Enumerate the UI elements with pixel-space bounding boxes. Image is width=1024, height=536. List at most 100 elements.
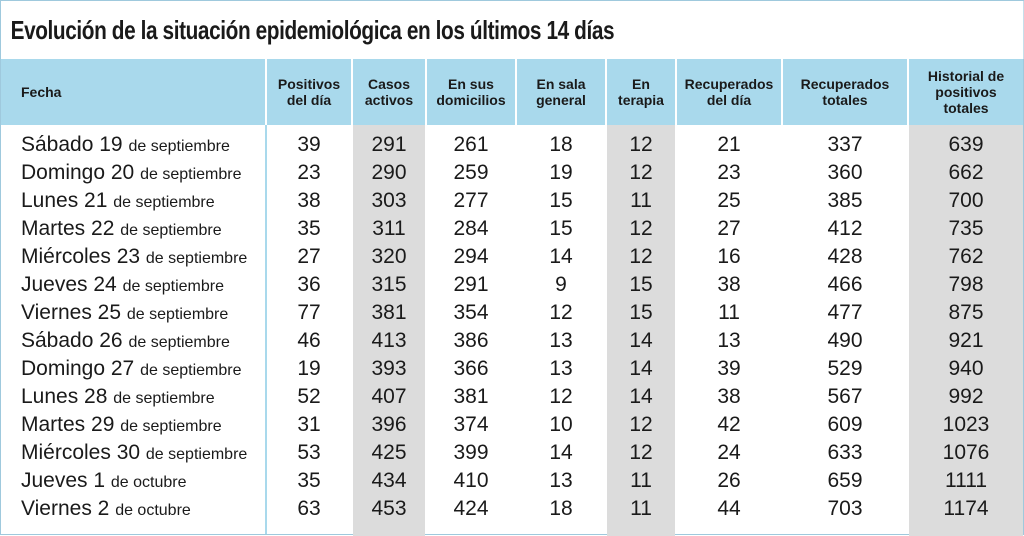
separator <box>907 59 909 125</box>
date-cell: Domingo 20 de septiembre <box>21 159 241 187</box>
date-day: Lunes 21 <box>21 189 108 212</box>
cell-terapia: 12 <box>629 441 653 464</box>
date-month: de octubre <box>115 502 191 519</box>
table-row: Jueves 24 de septiembre 36 315 291 9 15 38 466 7… <box>1 271 1023 299</box>
cell-terapia: 11 <box>630 469 652 492</box>
cell-terapia: 11 <box>630 189 652 212</box>
cell-rec-tot: 428 <box>827 245 863 268</box>
cell-positivos: 52 <box>297 385 321 408</box>
cell-terapia: 14 <box>629 357 653 380</box>
date-cell: Lunes 28 de septiembre <box>21 383 215 411</box>
date-cell: Sábado 19 de septiembre <box>21 131 230 159</box>
date-day: Sábado 19 <box>21 133 123 156</box>
date-day: Viernes 2 <box>21 497 110 520</box>
table-row: Viernes 25 de septiembre 77 381 354 12 15 11 47… <box>1 299 1023 327</box>
cell-positivos: 19 <box>297 357 321 380</box>
cell-terapia: 15 <box>629 301 653 324</box>
cell-domicilios: 410 <box>453 469 489 492</box>
cell-sala: 9 <box>555 273 567 296</box>
cell-positivos: 35 <box>297 469 321 492</box>
date-month: de septiembre <box>113 390 215 407</box>
date-cell: Miércoles 23 de septiembre <box>21 243 247 271</box>
cell-positivos: 77 <box>297 301 321 324</box>
date-day: Lunes 28 <box>21 385 108 408</box>
separator <box>425 59 427 125</box>
separator <box>675 59 677 125</box>
date-month: de septiembre <box>140 362 242 379</box>
date-month: de septiembre <box>120 222 222 239</box>
cell-rec-tot: 360 <box>827 161 863 184</box>
cell-domicilios: 424 <box>453 497 489 520</box>
date-cell: Jueves 1 de octubre <box>21 467 187 495</box>
separator <box>781 59 783 125</box>
date-month: de septiembre <box>120 418 222 435</box>
date-cell: Lunes 21 de septiembre <box>21 187 215 215</box>
date-month: de septiembre <box>145 250 248 267</box>
date-day: Miércoles 23 <box>21 245 141 268</box>
date-day: Martes 29 <box>21 413 115 436</box>
cell-sala: 12 <box>549 385 573 408</box>
header-terapia: En terapia <box>618 76 664 108</box>
cell-rec-tot: 466 <box>827 273 863 296</box>
cell-historial: 875 <box>948 301 984 324</box>
cell-domicilios: 381 <box>453 385 489 408</box>
cell-activos: 320 <box>371 245 407 268</box>
cell-rec-tot: 412 <box>827 217 863 240</box>
cell-activos: 393 <box>371 357 407 380</box>
cell-sala: 18 <box>549 133 573 156</box>
cell-activos: 315 <box>371 273 407 296</box>
cell-terapia: 12 <box>629 133 653 156</box>
cell-activos: 434 <box>371 469 407 492</box>
cell-positivos: 53 <box>297 441 321 464</box>
cell-sala: 13 <box>549 357 573 380</box>
cell-activos: 291 <box>371 133 407 156</box>
cell-activos: 311 <box>372 217 406 240</box>
cell-historial: 940 <box>948 357 984 380</box>
cell-positivos: 46 <box>297 329 321 352</box>
cell-positivos: 63 <box>297 497 321 520</box>
cell-historial: 921 <box>948 329 984 352</box>
cell-activos: 413 <box>371 329 407 352</box>
date-month: de septiembre <box>126 306 229 323</box>
cell-sala: 12 <box>549 301 573 324</box>
table-row: Miércoles 23 de septiembre 27 320 294 14 12 16… <box>1 243 1023 271</box>
date-month: de septiembre <box>122 278 224 295</box>
date-cell: Jueves 24 de septiembre <box>21 271 224 299</box>
cell-historial: 1023 <box>942 413 990 436</box>
table-row: Martes 22 de septiembre 35 311 284 15 12 27 412… <box>1 215 1023 243</box>
table-row: Domingo 20 de septiembre 23 290 259 19 12 23 36… <box>1 159 1023 187</box>
separator <box>605 59 607 125</box>
cell-domicilios: 354 <box>453 301 489 324</box>
cell-positivos: 31 <box>297 413 321 436</box>
shade-activos <box>353 125 425 536</box>
cell-rec-dia: 13 <box>717 329 741 352</box>
cell-sala: 15 <box>549 189 573 212</box>
cell-terapia: 12 <box>629 245 653 268</box>
cell-domicilios: 291 <box>453 273 489 296</box>
header-historial: Historial de positivos totales <box>927 68 1005 116</box>
cell-historial: 798 <box>948 273 984 296</box>
cell-terapia: 12 <box>629 161 653 184</box>
cell-positivos: 35 <box>297 217 321 240</box>
header-activos: Casos activos <box>364 76 414 108</box>
cell-sala: 14 <box>549 245 573 268</box>
cell-rec-tot: 477 <box>827 301 863 324</box>
cell-activos: 303 <box>371 189 407 212</box>
date-cell: Martes 22 de septiembre <box>21 215 222 243</box>
cell-domicilios: 261 <box>453 133 489 156</box>
cell-domicilios: 374 <box>453 413 489 436</box>
cell-rec-dia: 39 <box>717 357 741 380</box>
date-day: Martes 22 <box>21 217 115 240</box>
cell-domicilios: 386 <box>453 329 489 352</box>
date-month: de septiembre <box>128 138 230 155</box>
cell-rec-tot: 567 <box>827 385 863 408</box>
cell-terapia: 11 <box>630 497 652 520</box>
cell-rec-tot: 633 <box>827 441 863 464</box>
cell-historial: 735 <box>948 217 984 240</box>
table-row: Martes 29 de septiembre 31 396 374 10 12 42 609… <box>1 411 1023 439</box>
cell-rec-tot: 529 <box>827 357 863 380</box>
cell-historial: 1111 <box>944 469 988 492</box>
cell-historial: 662 <box>948 161 984 184</box>
cell-activos: 381 <box>371 301 407 324</box>
date-cell: Domingo 27 de septiembre <box>21 355 241 383</box>
